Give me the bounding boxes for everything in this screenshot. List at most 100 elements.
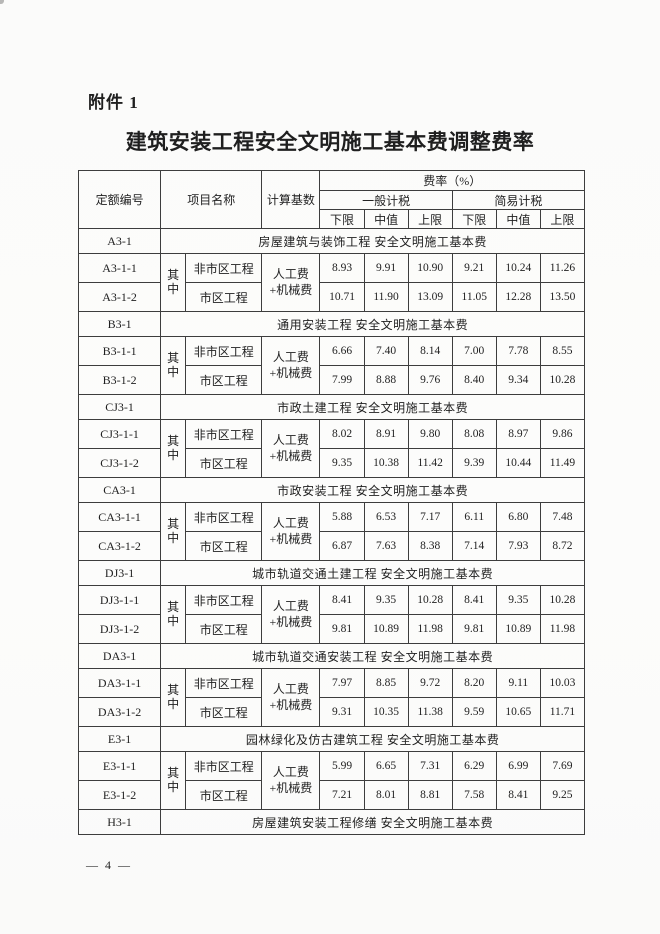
rate-value-simple: 11.98	[539, 614, 586, 644]
header-upper-general: 上限	[407, 209, 453, 229]
row-project-name: 市区工程	[185, 614, 263, 644]
rate-value-general: 7.31	[407, 751, 453, 781]
row-project-name: 市区工程	[185, 448, 263, 478]
row-project-name: 非市区工程	[185, 253, 263, 283]
section-row: A3-1 房屋建筑与装饰工程 安全文明施工基本费	[77, 228, 585, 254]
rate-value-simple: 7.48	[539, 502, 586, 532]
rate-value-general: 8.41	[319, 585, 365, 615]
rate-value-simple: 7.78	[495, 336, 541, 366]
rate-value-simple: 8.41	[495, 780, 541, 810]
section-title: 园林绿化及仿古建筑工程 安全文明施工基本费	[160, 726, 585, 752]
section-title: 市政安装工程 安全文明施工基本费	[160, 477, 585, 503]
calc-base-value: 人工费+机械费	[261, 668, 321, 727]
rate-value-general: 10.71	[319, 282, 365, 312]
rate-value-simple: 7.93	[495, 531, 541, 561]
rate-value-simple: 12.28	[495, 282, 541, 312]
rate-value-general: 8.14	[407, 336, 453, 366]
rate-value-simple: 9.11	[495, 668, 541, 698]
rate-value-general: 10.89	[363, 614, 409, 644]
rate-value-general: 7.40	[363, 336, 409, 366]
row-code: DA3-1-1	[77, 668, 162, 698]
rate-value-simple: 11.05	[451, 282, 497, 312]
rate-value-simple: 6.99	[495, 751, 541, 781]
section-code: E3-1	[77, 726, 162, 752]
rate-value-general: 8.01	[363, 780, 409, 810]
rate-value-general: 8.91	[363, 419, 409, 449]
rate-value-general: 8.88	[363, 365, 409, 395]
table-row: A3-1-2 市区工程 10.71 11.90 13.09 11.05 12.28 13.50	[77, 282, 586, 312]
row-code: DA3-1-2	[77, 697, 162, 727]
zhong-label: 其中	[160, 502, 187, 561]
row-code: DJ3-1-2	[77, 614, 162, 644]
calc-base-value: 人工费+机械费	[261, 585, 321, 644]
section-code: DA3-1	[77, 643, 162, 669]
rate-value-general: 10.90	[407, 253, 453, 283]
rate-value-simple: 9.25	[539, 780, 586, 810]
row-project-name: 非市区工程	[185, 502, 263, 532]
calc-base-value: 人工费+机械费	[261, 419, 321, 478]
rate-value-general: 9.80	[407, 419, 453, 449]
zhong-label: 其中	[160, 253, 187, 312]
section-code: CJ3-1	[77, 394, 162, 420]
rate-value-general: 13.09	[407, 282, 453, 312]
rate-value-simple: 10.89	[495, 614, 541, 644]
rate-table: 定额编号 项目名称 计算基数 费率（%） 一般计税 简易计税 下限 中值 上限 …	[77, 170, 586, 835]
rate-value-general: 9.91	[363, 253, 409, 283]
scan-artifact	[0, 0, 4, 4]
rate-value-general: 5.88	[319, 502, 365, 532]
table-row: CA3-1-2 市区工程 6.87 7.63 8.38 7.14 7.93 8.72	[77, 531, 586, 561]
header-upper-simple: 上限	[539, 209, 586, 229]
table-row: DA3-1-1 其中 非市区工程 人工费+机械费 7.97 8.85 9.72 8.20 9.1…	[77, 668, 586, 727]
table-body: A3-1 房屋建筑与装饰工程 安全文明施工基本费 A3-1-1 其中 非市区工程 人工费+…	[77, 228, 586, 835]
table-row: CJ3-1-1 其中 非市区工程 人工费+机械费 8.02 8.91 9.80 8.08 8.9…	[77, 419, 586, 478]
section-row: H3-1 房屋建筑安装工程修缮 安全文明施工基本费	[77, 809, 585, 835]
rate-value-simple: 7.69	[539, 751, 586, 781]
rate-value-simple: 9.86	[539, 419, 586, 449]
section-row: DA3-1 城市轨道交通安装工程 安全文明施工基本费	[77, 643, 585, 669]
rate-value-general: 8.02	[319, 419, 365, 449]
rate-value-general: 7.97	[319, 668, 365, 698]
header-mid-simple: 中值	[495, 209, 541, 229]
row-code: DJ3-1-1	[77, 585, 162, 615]
rate-value-simple: 9.39	[451, 448, 497, 478]
table-row: DJ3-1-2 市区工程 9.81 10.89 11.98 9.81 10.89 11.98	[77, 614, 586, 644]
row-project-name: 非市区工程	[185, 751, 263, 781]
rate-value-simple: 8.97	[495, 419, 541, 449]
rate-value-general: 8.85	[363, 668, 409, 698]
rate-value-simple: 10.24	[495, 253, 541, 283]
row-code: E3-1-1	[77, 751, 162, 781]
row-code: B3-1-1	[77, 336, 162, 366]
rate-value-general: 9.76	[407, 365, 453, 395]
rate-value-simple: 8.41	[451, 585, 497, 615]
section-title: 城市轨道交通土建工程 安全文明施工基本费	[160, 560, 585, 586]
header-mid-general: 中值	[363, 209, 409, 229]
rate-value-simple: 6.29	[451, 751, 497, 781]
header-lower-general: 下限	[319, 209, 365, 229]
row-project-name: 非市区工程	[185, 585, 263, 615]
section-title: 房屋建筑与装饰工程 安全文明施工基本费	[160, 228, 585, 254]
calc-base-value: 人工费+机械费	[261, 336, 321, 395]
rate-value-simple: 9.81	[451, 614, 497, 644]
rate-value-general: 6.66	[319, 336, 365, 366]
rate-value-simple: 8.40	[451, 365, 497, 395]
rate-value-simple: 10.65	[495, 697, 541, 727]
rate-value-general: 7.63	[363, 531, 409, 561]
header-calc-base: 计算基数	[261, 170, 321, 229]
rate-value-general: 9.31	[319, 697, 365, 727]
rate-value-general: 9.35	[319, 448, 365, 478]
row-code: CJ3-1-2	[77, 448, 162, 478]
zhong-label: 其中	[160, 419, 187, 478]
rate-value-simple: 8.20	[451, 668, 497, 698]
rate-value-general: 9.72	[407, 668, 453, 698]
rate-value-general: 6.53	[363, 502, 409, 532]
section-row: B3-1 通用安装工程 安全文明施工基本费	[77, 311, 585, 337]
row-code: A3-1-2	[77, 282, 162, 312]
rate-value-simple: 9.21	[451, 253, 497, 283]
row-project-name: 非市区工程	[185, 336, 263, 366]
row-project-name: 市区工程	[185, 282, 263, 312]
page-title: 建筑安装工程安全文明施工基本费调整费率	[125, 130, 535, 154]
rate-value-general: 11.90	[363, 282, 409, 312]
row-project-name: 市区工程	[185, 531, 263, 561]
section-title: 通用安装工程 安全文明施工基本费	[160, 311, 585, 337]
